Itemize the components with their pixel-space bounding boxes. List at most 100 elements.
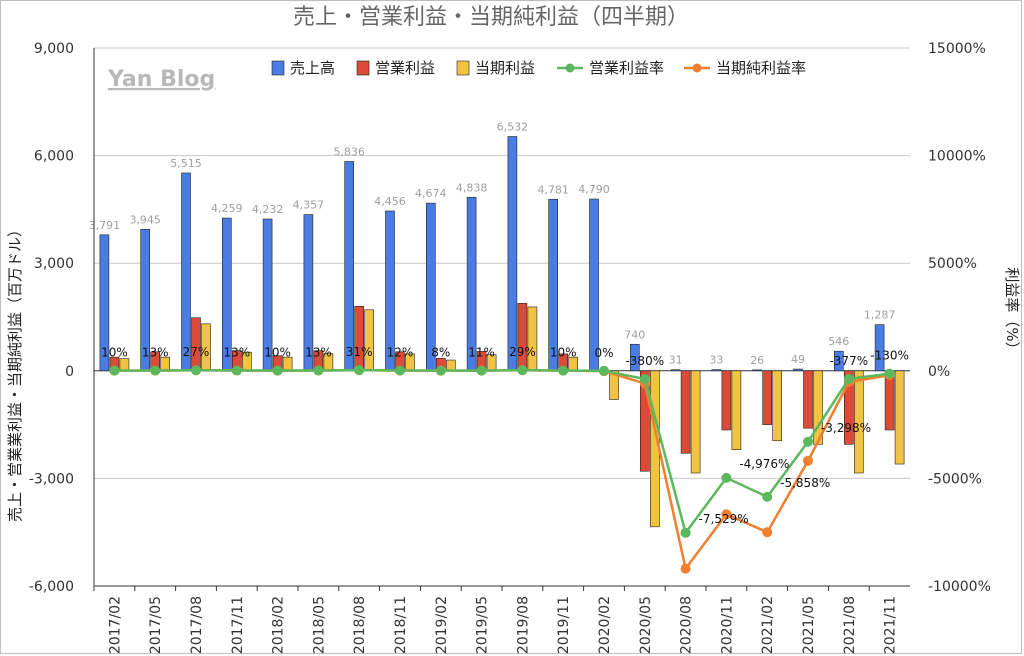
legend-label: 営業利益率 [589, 59, 664, 77]
bar [629, 343, 640, 372]
y-tick-label: 3,000 [34, 256, 74, 272]
y-tick-label: 9,000 [34, 41, 74, 57]
series-point [721, 509, 732, 520]
bar [813, 370, 823, 445]
x-tick-label: 2020/02 [597, 596, 613, 654]
y-axis-title: 売上・営業業利益・当期純利益（百万ドル） [6, 222, 24, 522]
x-tick-label: 2019/05 [475, 596, 491, 654]
margin-label: 12% [387, 346, 414, 360]
bar [711, 369, 722, 372]
legend-label: 当期利益 [475, 59, 535, 77]
x-tick-label: 2021/05 [801, 596, 817, 654]
sales-value-label: 4,781 [537, 183, 569, 196]
series-point [395, 365, 405, 376]
series-point [762, 527, 773, 538]
margin-label: -5,858% [780, 476, 830, 490]
margin-label: 10% [264, 346, 291, 360]
x-tick-label: 2020/11 [719, 596, 735, 654]
y-tick-label: 6,000 [34, 149, 74, 165]
sales-value-label: 6,532 [497, 121, 529, 134]
x-tick-label: 2017/05 [148, 596, 164, 654]
x-tick-label: 2018/11 [393, 596, 409, 654]
chart-title: 売上・営業利益・当期純利益（四半期） [293, 5, 689, 30]
legend-swatch [356, 60, 370, 76]
y-tick-label: 0 [65, 364, 74, 380]
bar [853, 370, 864, 474]
bar [803, 370, 813, 429]
sales-value-label: 3,791 [89, 219, 121, 232]
bar [833, 350, 844, 372]
margin-label: 29% [509, 345, 536, 359]
series-point [680, 527, 691, 538]
legend-marker [565, 63, 575, 73]
sales-value-label: 740 [624, 328, 645, 341]
legend-label: 営業利益 [375, 59, 435, 77]
bar [752, 369, 763, 372]
series-point [272, 365, 283, 376]
series-point [476, 365, 487, 376]
bar [527, 306, 538, 372]
margin-label: 10% [550, 346, 577, 360]
margin-label: 13% [142, 346, 169, 360]
bar [364, 309, 375, 372]
series-point [639, 373, 650, 384]
x-tick-label: 2017/08 [189, 596, 205, 654]
sales-value-label: 1,287 [864, 309, 896, 322]
bar [731, 370, 742, 451]
margin-label: -377% [829, 354, 868, 368]
series-point [109, 365, 120, 376]
y2-tick-label: -10000% [928, 579, 991, 595]
margin-label: -7,529% [699, 512, 749, 526]
sales-value-label: 4,232 [252, 203, 284, 216]
x-tick-label: 2018/05 [311, 596, 327, 654]
x-tick-label: 2020/08 [679, 596, 695, 654]
x-tick-label: 2019/11 [556, 596, 572, 654]
legend-label: 売上高 [290, 59, 335, 77]
bar [793, 368, 803, 372]
series-point [884, 368, 895, 379]
sales-value-label: 4,838 [456, 181, 488, 194]
x-tick-label: 2018/08 [352, 596, 368, 654]
x-tick-label: 2020/05 [638, 596, 654, 654]
bar [894, 370, 905, 465]
y-tick-label: -3,000 [29, 471, 74, 487]
margin-label: 13% [223, 346, 250, 360]
bar [181, 172, 191, 372]
margin-label: 10% [101, 346, 128, 360]
margin-label: 31% [346, 345, 373, 359]
sales-value-label: 3,945 [129, 213, 161, 226]
series-point [354, 365, 365, 376]
bar [507, 136, 518, 372]
series-point [313, 365, 324, 376]
series-point [803, 436, 813, 447]
axes: 9,000 6,000 3,000 0 -3,000 -6,000 15000% 10000%… [29, 41, 991, 654]
bar [517, 303, 528, 372]
x-tick-label: 2021/08 [842, 596, 858, 654]
y2-tick-label: 5000% [928, 256, 977, 272]
series-point [762, 491, 773, 502]
sales-value-label: 4,357 [293, 199, 325, 212]
series-point [599, 365, 609, 376]
y2-tick-label: 10000% [928, 149, 986, 165]
x-tick-label: 2019/02 [434, 596, 450, 654]
x-tick-label: 2017/11 [230, 596, 246, 654]
series-point [680, 563, 691, 574]
margin-label: -3,298% [821, 421, 871, 435]
bar-series [99, 136, 905, 528]
sales-value-label: 4,674 [415, 187, 447, 200]
bar [119, 358, 130, 372]
series-point [803, 455, 813, 466]
legend: 売上高 営業利益 当期利益 営業利益率 当期純利益率 [271, 59, 806, 77]
series-point [191, 365, 201, 376]
y2-axis-title: 利益率（%） [1003, 267, 1021, 356]
bar [762, 370, 773, 425]
margin-label: 0% [594, 346, 613, 360]
y-tick-label: -6,000 [29, 579, 74, 595]
bar [721, 370, 732, 431]
sales-value-label: 33 [709, 354, 723, 367]
x-tick-label: 2021/02 [760, 596, 776, 654]
bar [680, 370, 691, 454]
bar [874, 324, 885, 372]
series-line [114, 368, 890, 536]
